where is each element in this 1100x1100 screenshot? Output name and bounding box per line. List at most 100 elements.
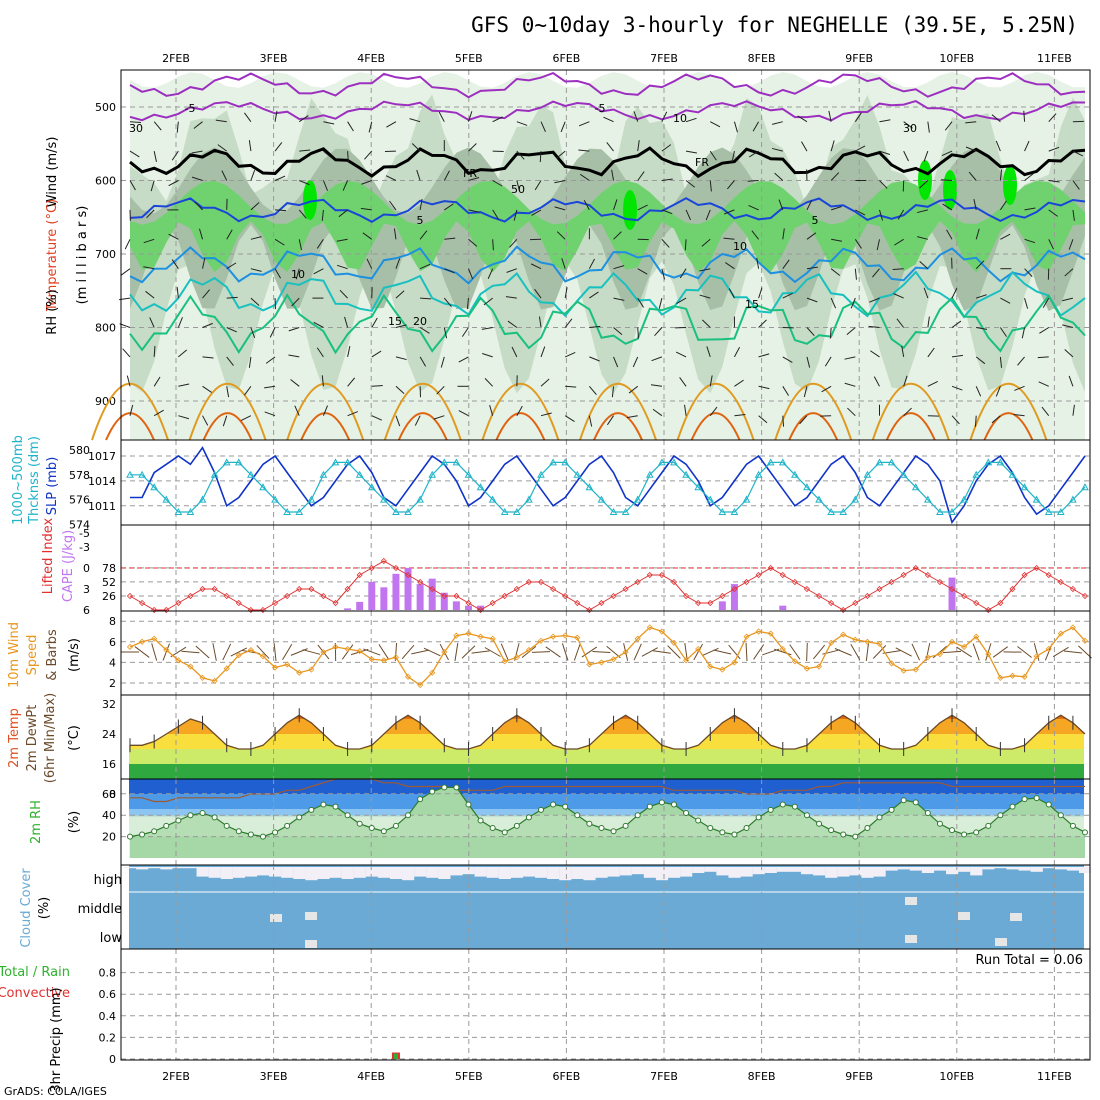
wind-barb xyxy=(879,150,891,155)
rh2m-point xyxy=(1009,803,1016,810)
thickness-point xyxy=(271,495,279,503)
wind-barb xyxy=(797,115,808,123)
isotherm-freezing xyxy=(129,146,1086,179)
slp-ytick: 1011 xyxy=(88,500,116,513)
wind-barb xyxy=(968,171,977,181)
upper-ytick: 600 xyxy=(95,175,116,188)
wind-barb xyxy=(684,404,687,416)
lifted-index-point xyxy=(731,585,738,593)
thickness-point xyxy=(549,458,557,466)
lifted-index-point xyxy=(308,585,315,593)
bottom-date-label: 11FEB xyxy=(1037,1070,1072,1083)
thickness-point xyxy=(198,495,207,503)
wind-barb xyxy=(202,322,213,328)
thickness-point xyxy=(911,483,920,491)
wind-barb xyxy=(274,110,278,122)
wind-barb xyxy=(850,297,856,309)
wind-barb xyxy=(747,180,759,182)
wind-barb xyxy=(1024,140,1030,152)
isotherm-25 xyxy=(188,382,267,441)
wind-speed-point xyxy=(211,677,218,685)
wind-barb xyxy=(191,150,203,154)
wind-speed-point xyxy=(271,664,279,671)
thickness-point xyxy=(730,507,739,515)
rh2m-point xyxy=(453,784,460,791)
wind-barb xyxy=(854,239,862,249)
wind-barb xyxy=(513,209,518,221)
isotherm-10 xyxy=(129,245,1086,285)
wind-barb xyxy=(806,266,818,270)
wind-barb xyxy=(321,375,324,387)
rh2m-point xyxy=(175,817,182,824)
wind-barb xyxy=(846,327,856,335)
rh2m-point xyxy=(332,803,339,810)
cloud-gap xyxy=(1018,867,1031,871)
thickness-ytick: 574 xyxy=(69,518,90,531)
wind-speed-point xyxy=(791,658,798,665)
thickness-point xyxy=(984,458,993,466)
wind-barb xyxy=(347,377,356,387)
rh2m-point xyxy=(912,799,919,806)
wind-barb xyxy=(482,353,493,358)
wind-barb xyxy=(416,169,421,181)
temp-ytick: 24 xyxy=(102,728,116,741)
wind-barb xyxy=(706,346,711,358)
wind-barb xyxy=(975,386,982,397)
cloud-gap xyxy=(426,867,439,878)
wind-barb xyxy=(771,121,783,125)
isotherm-25 xyxy=(871,382,950,441)
cloud-gap xyxy=(849,867,862,876)
wind-speed-point xyxy=(247,646,254,654)
wind-barb xyxy=(637,297,644,308)
thickness-point xyxy=(355,470,364,478)
li-ytick: -3 xyxy=(79,541,90,554)
wind-speed-point xyxy=(175,657,182,664)
cloud-gap xyxy=(1054,867,1068,870)
wind-label-2: Speed xyxy=(25,635,40,676)
wind-barb xyxy=(313,268,324,275)
thickness-point xyxy=(996,458,1005,466)
wind-speed-point xyxy=(429,669,436,676)
wind-barb xyxy=(951,287,958,299)
wind-barb-10m xyxy=(151,643,158,661)
wind-barb xyxy=(1017,356,1025,366)
wind-speed-point xyxy=(489,635,496,642)
wind-barb xyxy=(654,327,663,337)
cloud-gap xyxy=(776,867,789,872)
wind-barb xyxy=(854,268,857,280)
wind-barb xyxy=(1062,324,1074,328)
wind-barb xyxy=(466,298,469,310)
rh2m-point xyxy=(670,801,677,808)
isotherm-25 xyxy=(969,382,1048,441)
wind-barb xyxy=(613,265,625,270)
precip-ytick: 0 xyxy=(109,1053,116,1066)
rh2m-point xyxy=(997,812,1004,819)
wind-barb xyxy=(506,268,518,273)
wind-barb xyxy=(419,198,423,210)
wind-barb xyxy=(723,237,735,240)
wind-speed-point xyxy=(828,639,835,646)
wind-barb xyxy=(191,176,203,181)
lifted-index-point xyxy=(840,606,847,614)
bottom-date-axis: 2FEB 3FEB 4FEB 5FEB 6FEB 7FEB 8FEB 9FEB 10FEB 11F… xyxy=(162,1070,1072,1083)
rh2m-point xyxy=(900,797,907,804)
wind-barb xyxy=(806,327,815,337)
upper-contour-label: 15 xyxy=(388,315,402,328)
wind-barb xyxy=(1048,180,1060,183)
precip-run-total: Run Total = 0.06 xyxy=(975,953,1083,968)
wind-barb xyxy=(409,118,421,123)
lifted-index-point xyxy=(513,585,520,593)
wind-barb xyxy=(291,297,300,307)
cape-bar xyxy=(779,605,787,610)
wind-speed-point xyxy=(392,654,400,661)
wind-barb xyxy=(876,239,880,251)
lifted-index-point xyxy=(380,557,387,565)
wind-barb xyxy=(944,121,953,131)
cape-bar xyxy=(344,608,352,610)
wind-barb xyxy=(901,345,905,357)
precip-total-label: Total / Rain xyxy=(0,965,70,980)
rh2m-point xyxy=(924,810,931,817)
rh2m-point xyxy=(211,814,218,821)
wind-barb xyxy=(995,140,1001,152)
wind-barb-10m xyxy=(753,644,765,660)
